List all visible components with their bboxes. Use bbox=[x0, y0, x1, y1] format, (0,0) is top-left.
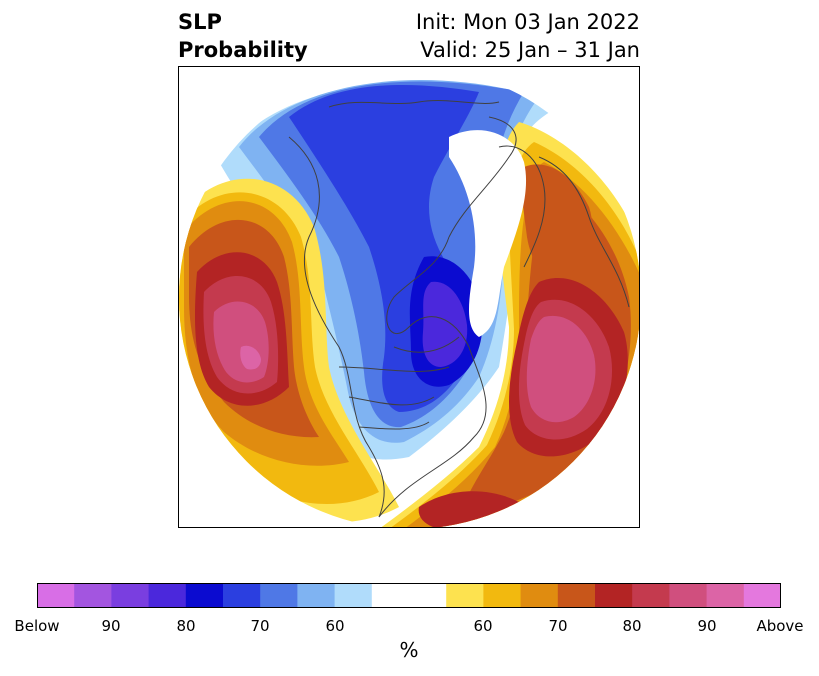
colorbar-tick-label: 70 bbox=[548, 617, 568, 635]
product-title: Probability bbox=[178, 38, 308, 62]
variable-title: SLP bbox=[178, 10, 222, 34]
colorbar-segment bbox=[111, 583, 150, 608]
colorbar-segment bbox=[409, 583, 447, 608]
colorbar-segment bbox=[74, 583, 112, 608]
colorbar-tick-label: 80 bbox=[622, 617, 642, 635]
colorbar-tick-label: 60 bbox=[325, 617, 345, 635]
title-block-right: Init: Mon 03 Jan 2022 Valid: 25 Jan – 31… bbox=[416, 8, 640, 64]
colorbar-tick-label: 90 bbox=[101, 617, 121, 635]
colorbar-segment bbox=[260, 583, 298, 608]
map-frame bbox=[178, 66, 640, 528]
colorbar-segment bbox=[223, 583, 261, 608]
coastlines bbox=[288, 100, 630, 518]
below-max-area bbox=[422, 281, 468, 367]
colorbar-tick-label: Above bbox=[756, 617, 804, 635]
colorbar-segment bbox=[520, 583, 559, 608]
colorbar-border bbox=[37, 583, 781, 608]
colorbar-segment bbox=[743, 583, 781, 608]
colorbar-segment bbox=[371, 583, 410, 608]
colorbar-segment bbox=[706, 583, 745, 608]
colorbar-unit: % bbox=[399, 638, 419, 662]
colorbar-tick-label: Below bbox=[14, 617, 60, 635]
colorbar-segment bbox=[37, 583, 75, 608]
colorbar-segment bbox=[595, 583, 633, 608]
colorbar-tick-label: 90 bbox=[697, 617, 717, 635]
colorbar-segment bbox=[483, 583, 522, 608]
colorbar-segment bbox=[446, 583, 484, 608]
colorbar-tick-label: 60 bbox=[473, 617, 493, 635]
title-block-left: SLP Probability bbox=[178, 8, 308, 64]
pacific-above-max bbox=[240, 345, 261, 370]
colorbar bbox=[37, 583, 781, 608]
colorbar-segment bbox=[297, 583, 336, 608]
valid-range: Valid: 25 Jan – 31 Jan bbox=[420, 38, 640, 62]
colorbar-tick-label: 70 bbox=[250, 617, 270, 635]
init-date: Init: Mon 03 Jan 2022 bbox=[415, 10, 640, 34]
colorbar-segment bbox=[185, 583, 224, 608]
colorbar-segment bbox=[557, 583, 596, 608]
probability-shading bbox=[179, 67, 639, 527]
europe-above-75 bbox=[521, 164, 593, 278]
atlantic-above-90 bbox=[526, 315, 596, 423]
probability-map bbox=[179, 67, 639, 527]
colorbar-segment bbox=[334, 583, 373, 608]
colorbar-segment bbox=[148, 583, 187, 608]
greenland-neutral-area bbox=[449, 130, 527, 337]
colorbar-segment bbox=[632, 583, 670, 608]
colorbar-segment bbox=[669, 583, 708, 608]
colorbar-tick-label: 80 bbox=[176, 617, 196, 635]
